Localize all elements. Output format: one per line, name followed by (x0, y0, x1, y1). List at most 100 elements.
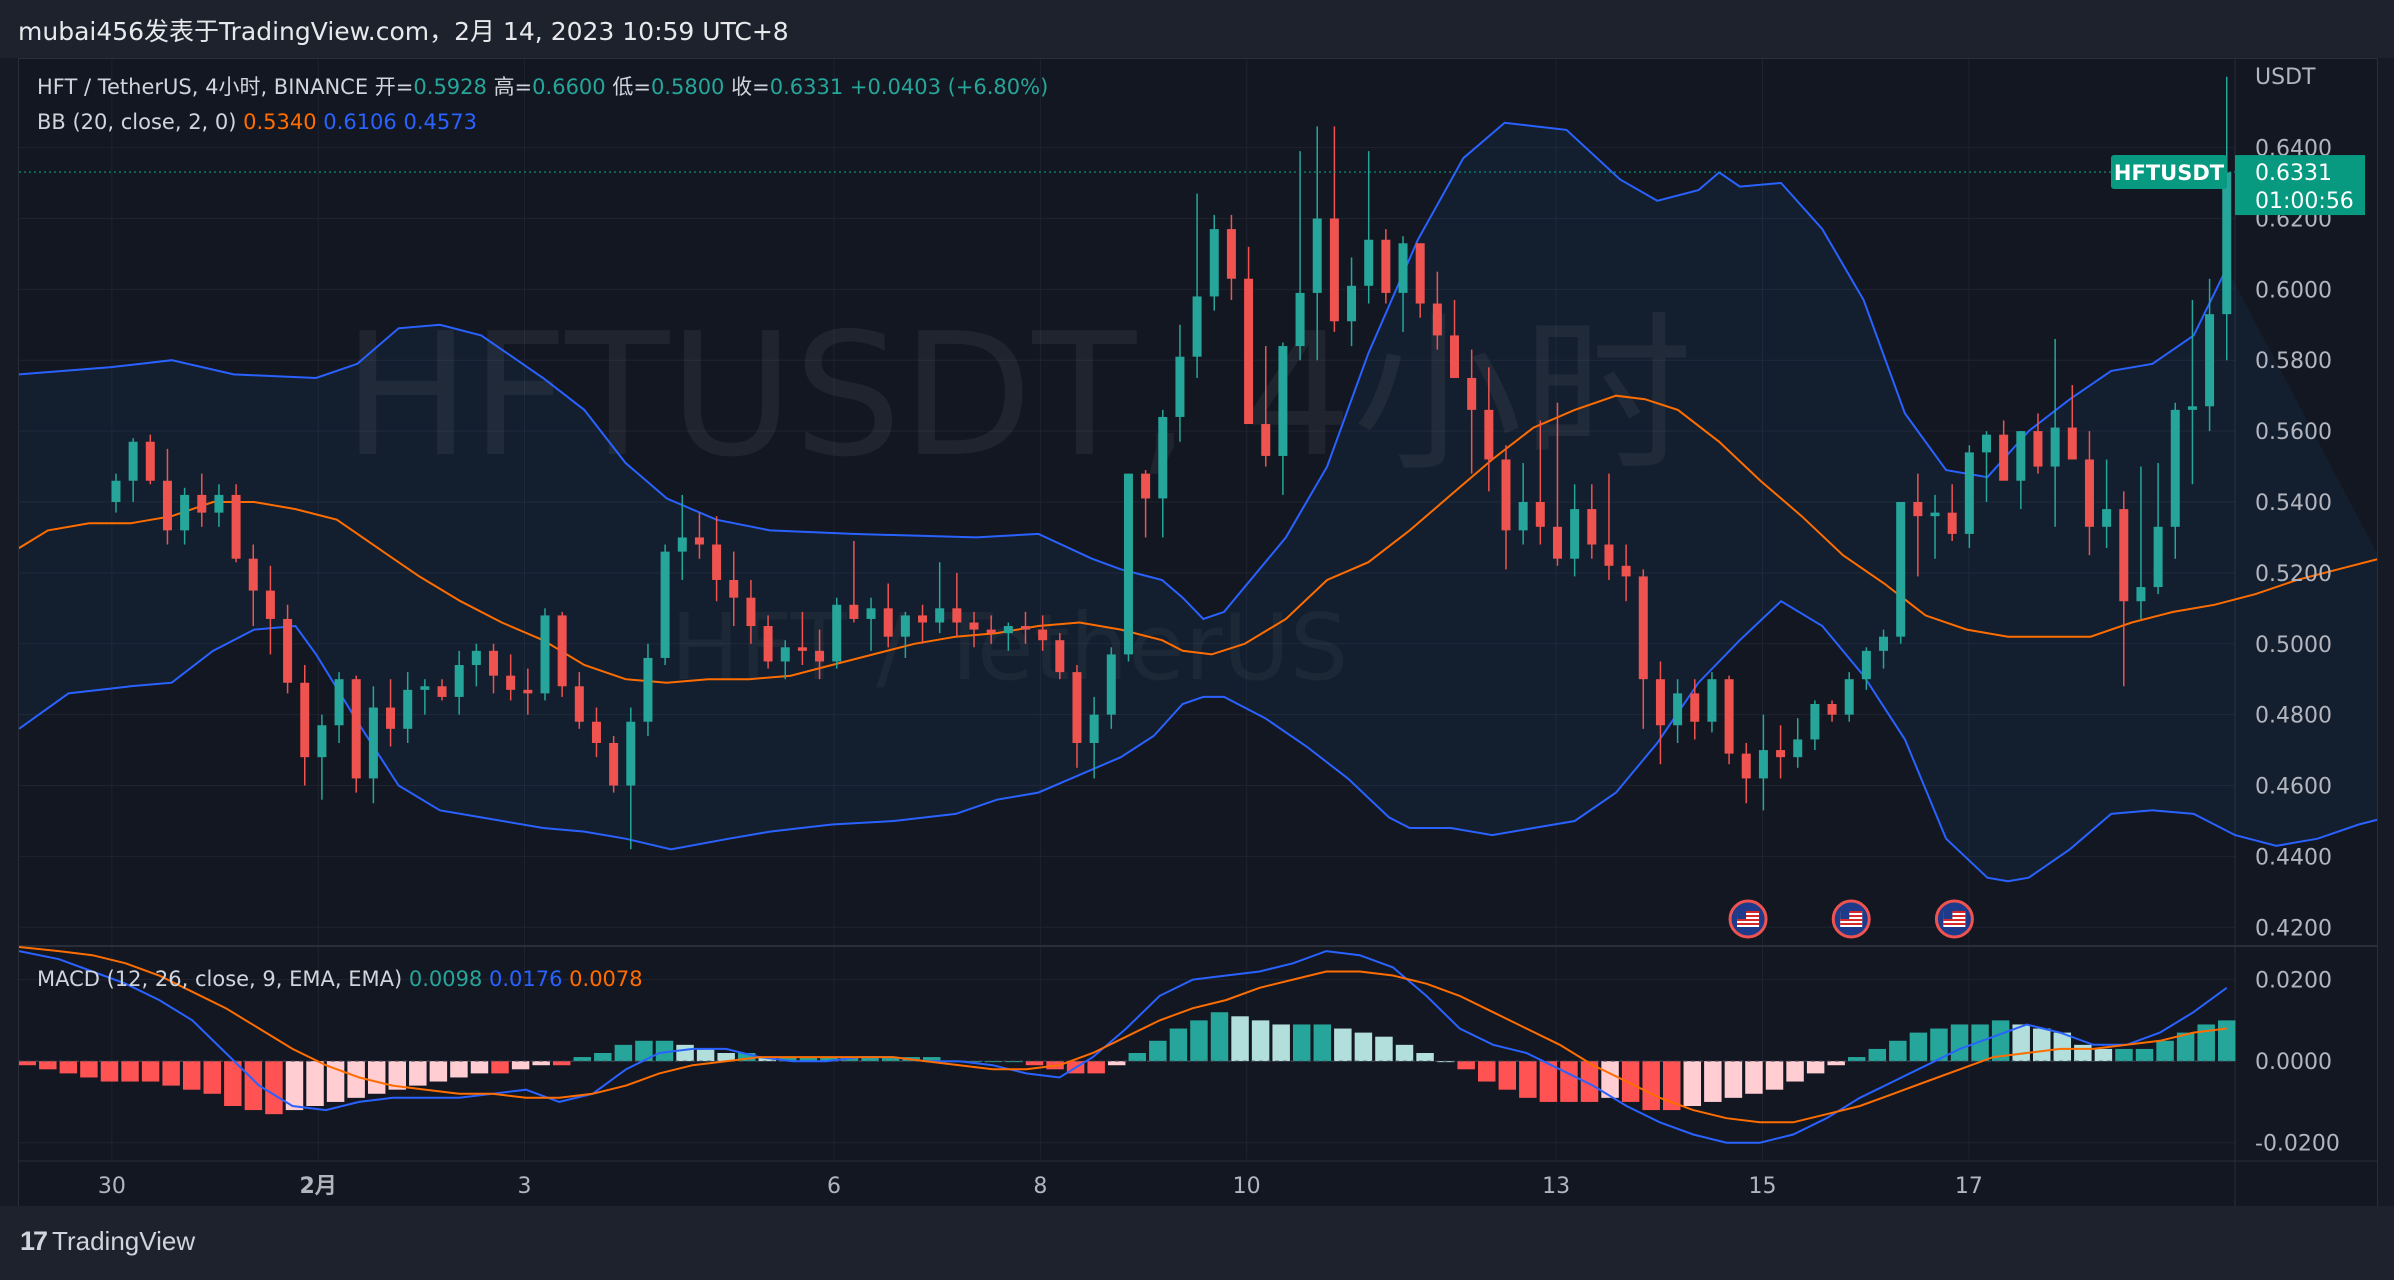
candle-body (746, 597, 756, 627)
candle-body (1776, 750, 1786, 758)
candle-body (1844, 679, 1854, 715)
time-tick-label: 2月 (300, 1174, 337, 1199)
macd-histogram-bar (2012, 1024, 2030, 1062)
flag-stripe (1840, 919, 1863, 921)
macd-histogram-bar (244, 1061, 263, 1111)
candle-body (334, 679, 344, 726)
macd-histogram-bar (820, 1057, 838, 1062)
flag-stripe (1737, 915, 1760, 917)
macd-histogram-bar (1210, 1012, 1229, 1062)
candle-body (197, 494, 207, 513)
time-tick-label: 17 (1955, 1174, 1983, 1199)
candle-body (557, 615, 567, 687)
macd-histogram-bar (655, 1040, 674, 1062)
flag-stripe (1737, 911, 1760, 913)
macd-histogram-bar (696, 1048, 715, 1062)
candle-body (1861, 650, 1871, 680)
candle-body (128, 441, 138, 481)
candle-body (2033, 431, 2043, 467)
macd-histogram-bar (80, 1061, 98, 1078)
candle-body (1141, 473, 1151, 499)
candlestick-chart[interactable]: HFTUSDT, 4小时HFT / TetherUSUSDT0.64000.62… (19, 59, 2377, 1207)
candle-body (1879, 636, 1889, 651)
legend-low-value: 0.5800 (651, 75, 731, 99)
macd-histogram-bar (1190, 1020, 1208, 1062)
candle-body (1106, 654, 1116, 715)
candle-body (2050, 427, 2060, 467)
candle-body (986, 629, 996, 634)
macd-histogram-bar (1868, 1048, 1887, 1062)
macd-histogram-bar (1477, 1061, 1496, 1082)
bb-legend: BB (20, close, 2, 0) 0.5340 0.6106 0.457… (37, 110, 477, 134)
macd-histogram-bar (1662, 1061, 1681, 1111)
candle-body (386, 707, 396, 729)
macd-histogram-bar (799, 1057, 818, 1062)
macd-histogram-bar (141, 1061, 160, 1082)
macd-histogram-bar (1107, 1061, 1126, 1066)
candle-body (935, 608, 945, 623)
candle-body (248, 558, 258, 591)
flag-stripe (1943, 915, 1966, 917)
candle-body (883, 608, 893, 637)
macd-histogram-bar (1827, 1061, 1845, 1066)
candle-body (1415, 243, 1425, 304)
macd-histogram-bar (1704, 1061, 1722, 1102)
macd-histogram-bar (1745, 1061, 1763, 1094)
macd-histogram-bar (1416, 1053, 1434, 1062)
macd-histogram-bar (1930, 1028, 1948, 1062)
price-tick-label: 0.4800 (2255, 704, 2332, 729)
flag-canton (1943, 911, 1953, 919)
macd-histogram-bar (409, 1061, 427, 1086)
candle-body (626, 721, 636, 786)
flag-stripe (1943, 923, 1966, 925)
macd-histogram-bar (1149, 1040, 1167, 1062)
flag-stripe (1943, 911, 1966, 913)
chart-frame[interactable]: HFTUSDT, 4小时HFT / TetherUSUSDT0.64000.62… (18, 58, 2378, 1208)
candle-body (145, 441, 155, 481)
candle-body (1518, 502, 1528, 531)
flag-stripe (1840, 915, 1863, 917)
candle-body (437, 686, 447, 697)
candle-body (265, 590, 275, 619)
candle-body (1827, 704, 1837, 715)
candle-body (1604, 544, 1614, 566)
macd-histogram-bar (347, 1061, 365, 1098)
candle-body (1450, 335, 1460, 378)
candle-body (300, 682, 310, 758)
candle-body (729, 579, 739, 598)
macd-histogram-bar (2135, 1048, 2154, 1062)
candle-body (1896, 502, 1906, 637)
macd-histogram-bar (429, 1061, 448, 1082)
macd-tick-label: 0.0200 (2255, 969, 2332, 994)
candle-body (1175, 356, 1185, 417)
macd-histogram-bar (470, 1061, 489, 1074)
macd-tick-label: 0.0000 (2255, 1050, 2332, 1075)
macd-histogram-bar (1292, 1024, 1311, 1062)
macd-histogram-bar (861, 1057, 879, 1062)
currency-label: USDT (2255, 65, 2316, 90)
macd-histogram-bar (224, 1061, 242, 1106)
candle-body (832, 604, 842, 662)
macd-line (19, 950, 2228, 1144)
candle-body (2119, 509, 2129, 602)
macd-tick-label: -0.0200 (2255, 1132, 2340, 1157)
candle-body (1999, 434, 2009, 481)
macd-histogram-bar (265, 1061, 283, 1115)
candle-body (162, 480, 172, 531)
candle-body (1312, 218, 1322, 293)
time-tick-label: 6 (827, 1174, 841, 1199)
macd-histogram-bar (1683, 1061, 1702, 1106)
candle-body (1347, 285, 1357, 322)
macd-histogram-bar (2156, 1040, 2174, 1062)
candle-body (1981, 434, 1991, 453)
legend-open-label: 开= (375, 75, 414, 99)
tradingview-logo[interactable]: 17 TradingView (20, 1226, 195, 1257)
candle-body (489, 650, 499, 676)
candle-body (2187, 406, 2197, 410)
time-tick-label: 30 (98, 1174, 126, 1199)
macd-histogram-bar (1128, 1053, 1147, 1062)
candle-body (1003, 626, 1013, 634)
macd-histogram-bar (635, 1040, 653, 1062)
macd-histogram-bar (1354, 1032, 1373, 1062)
publisher-line: mubai456发表于TradingView.com，2月 14, 2023 1… (18, 17, 789, 46)
